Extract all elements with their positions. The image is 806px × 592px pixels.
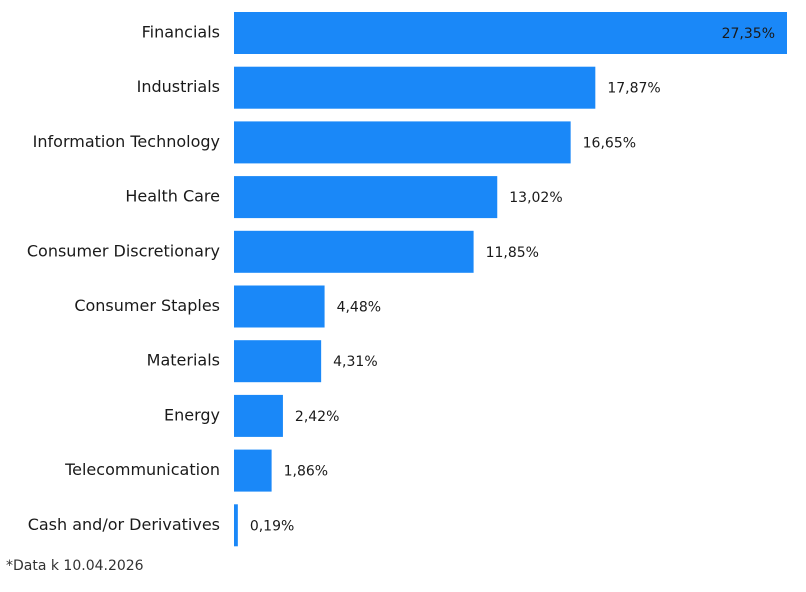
category-label: Consumer Staples (74, 296, 220, 315)
category-label: Consumer Discretionary (27, 241, 220, 260)
category-label: Financials (142, 23, 220, 42)
bar (234, 121, 571, 164)
bar (234, 230, 474, 273)
bar (234, 394, 283, 437)
category-label: Cash and/or Derivatives (28, 515, 220, 534)
value-label: 4,31% (333, 354, 377, 370)
value-label: 27,35% (722, 26, 775, 42)
bar (234, 449, 272, 492)
category-label: Materials (147, 351, 220, 370)
value-label: 13,02% (509, 190, 562, 206)
value-label: 4,48% (337, 300, 381, 316)
bar (234, 12, 787, 54)
category-label: Energy (164, 405, 220, 424)
category-label: Industrials (137, 77, 220, 96)
category-label: Health Care (125, 187, 220, 206)
bar (234, 340, 322, 383)
category-label: Information Technology (33, 132, 220, 151)
value-label: 1,86% (284, 464, 328, 480)
bar (234, 504, 238, 547)
footnote: *Data k 10.04.2026 (6, 558, 144, 574)
category-label: Telecommunication (64, 460, 220, 479)
bar (234, 285, 325, 328)
value-label: 0,19% (250, 518, 294, 534)
value-label: 11,85% (486, 245, 539, 261)
value-label: 16,65% (583, 135, 636, 151)
bar (234, 176, 498, 219)
bar (234, 66, 596, 109)
value-label: 17,87% (607, 81, 660, 97)
value-label: 2,42% (295, 409, 339, 425)
